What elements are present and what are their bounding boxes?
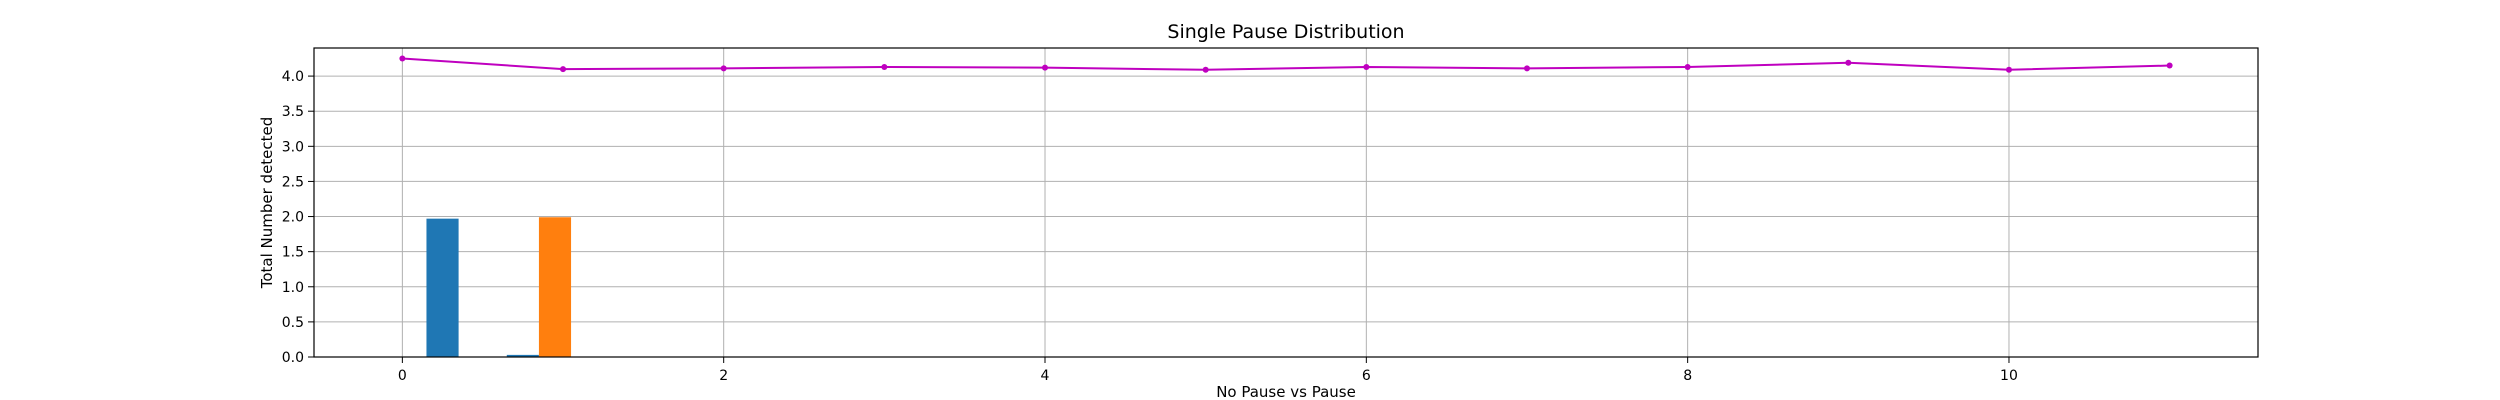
x-tick-label: 8 (1683, 368, 1692, 384)
y-tick-label: 1.0 (282, 280, 304, 296)
series-point (2005, 66, 2012, 73)
bar-layer (426, 217, 572, 357)
x-tick-label: 2 (719, 368, 728, 384)
series-point (1202, 66, 1209, 73)
series-point (1684, 63, 1691, 70)
plot-frame (313, 47, 2259, 358)
y-axis-label: Total Number detected (258, 117, 276, 290)
y-tick-label: 0.5 (282, 315, 304, 331)
x-tick-label: 0 (398, 368, 407, 384)
y-tick-label: 0.0 (282, 350, 304, 366)
x-tick-label: 4 (1041, 368, 1050, 384)
series-point (1845, 59, 1852, 66)
tick-layer: 0.0 0.5 1.0 1.5 2.0 2.5 3.0 3.5 4.0 0 2 4 6 8 10 (282, 69, 2018, 384)
y-tick-label: 1.5 (282, 245, 304, 261)
bar (538, 217, 572, 357)
y-tick-label: 2.0 (282, 210, 304, 226)
series-line (402, 57, 2170, 71)
x-tick-label: 10 (2000, 368, 2018, 384)
series-point (720, 65, 727, 72)
series-point (2166, 62, 2173, 69)
series-point (399, 55, 406, 62)
grid-layer (314, 48, 2258, 358)
series-point (560, 66, 567, 73)
series-point (1523, 65, 1530, 72)
line-layer (399, 55, 2173, 73)
series-point (881, 63, 888, 70)
y-tick-label: 3.0 (282, 139, 304, 155)
series-point (1042, 64, 1049, 71)
y-tick-label: 2.5 (282, 174, 304, 190)
series-point (1363, 63, 1370, 70)
bar (506, 354, 539, 357)
y-tick-label: 4.0 (282, 69, 304, 85)
y-tick-label: 3.5 (282, 104, 304, 120)
x-axis-label: No Pause vs Pause (1216, 383, 1356, 400)
chart-title: Single Pause Distribution (1167, 21, 1404, 43)
bar (426, 218, 459, 357)
x-tick-label: 6 (1362, 368, 1371, 384)
